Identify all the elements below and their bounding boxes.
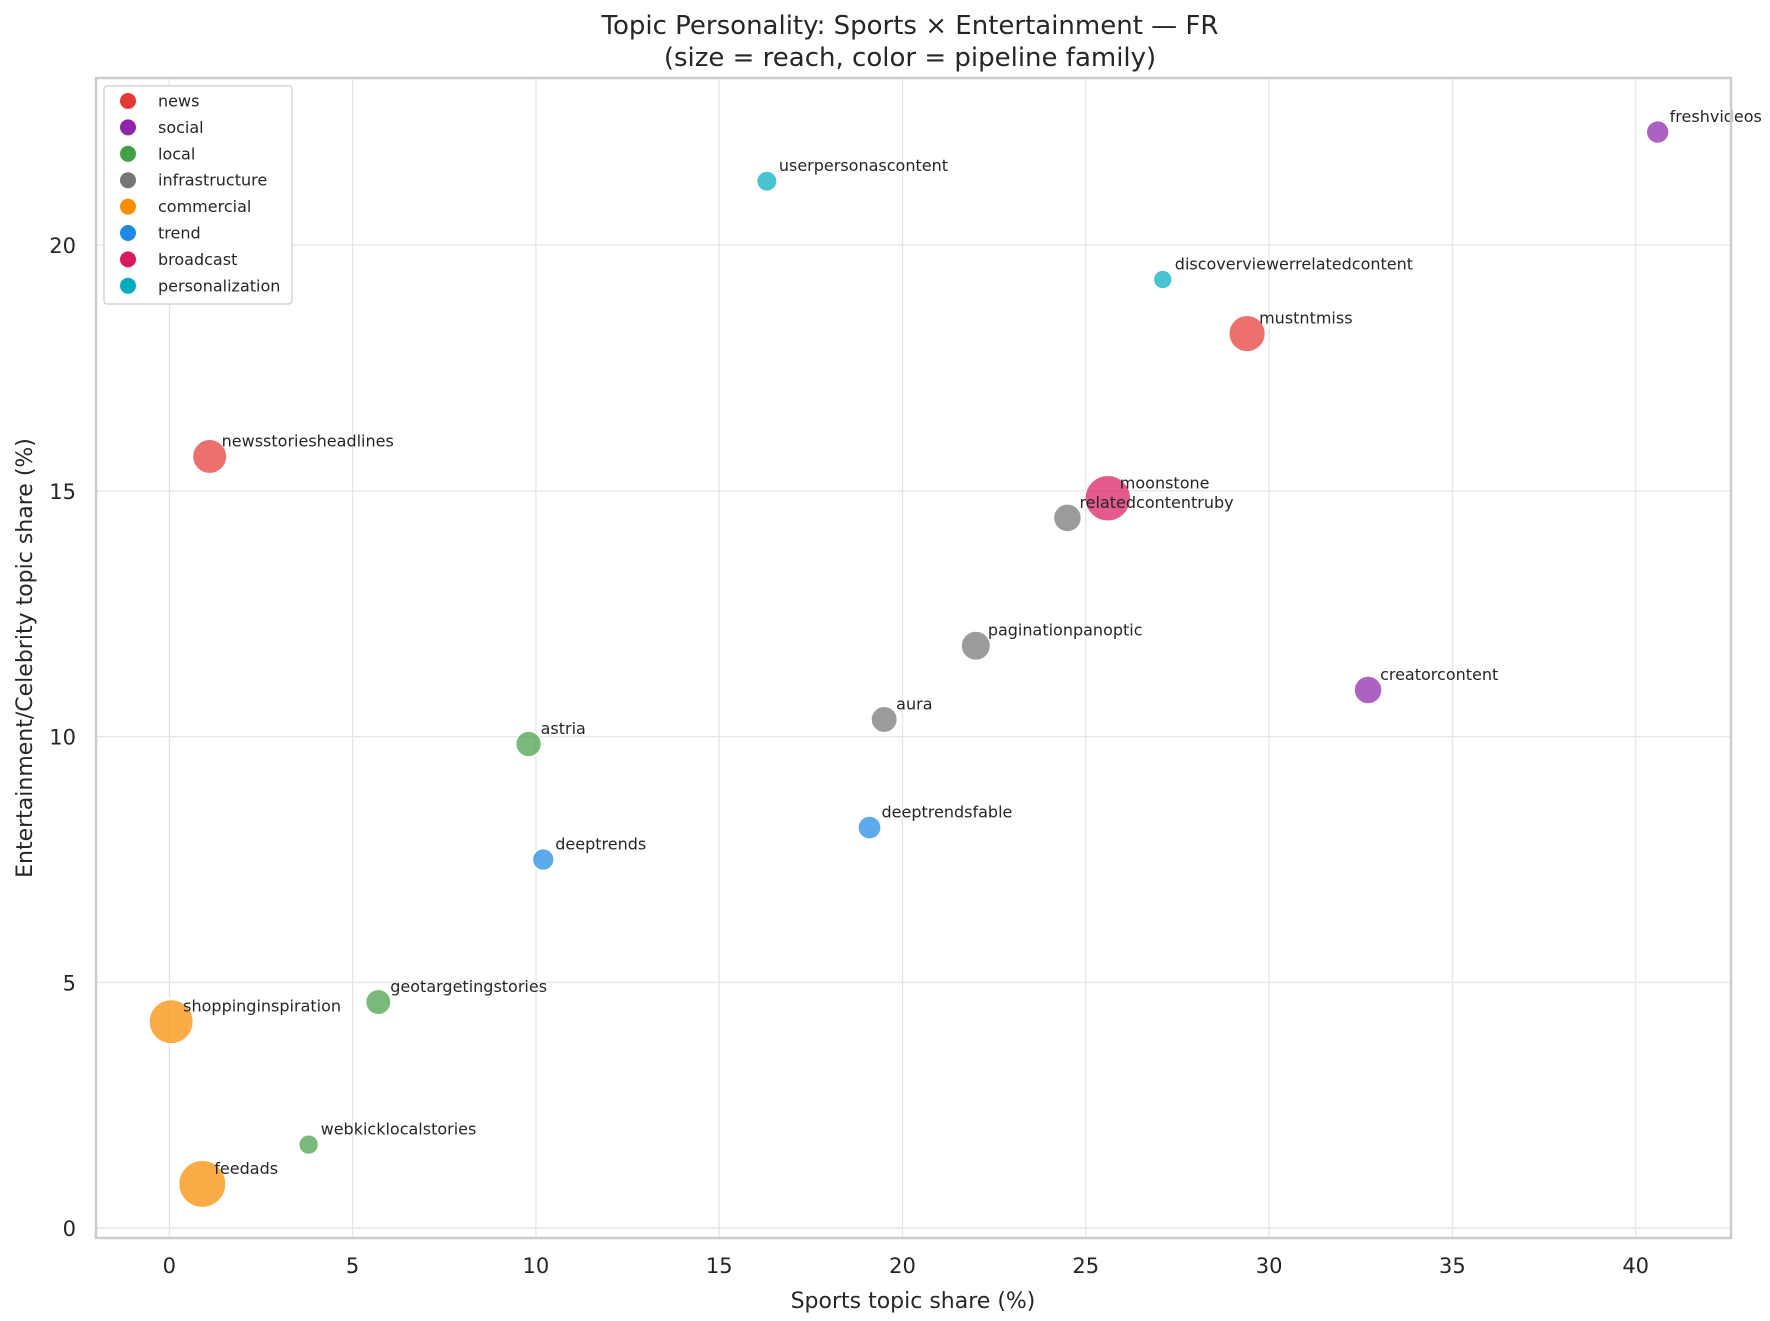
scatter-point-mustntmiss	[1228, 314, 1267, 353]
legend-marker-local	[120, 145, 136, 162]
scatter-point-creatorcontent	[1353, 675, 1383, 705]
x-axis-label: Sports topic share (%)	[791, 1289, 1036, 1314]
point-label-newsstoriesheadlines: newsstoriesheadlines	[222, 431, 394, 450]
legend-marker-personalization	[120, 277, 136, 294]
legend-marker-infrastructure	[120, 172, 136, 189]
scatter-point-astria	[514, 730, 543, 758]
x-tick-label: 35	[1439, 1254, 1466, 1278]
scatter-point-paginationpanoptic	[960, 630, 992, 662]
x-tick-label: 10	[523, 1254, 550, 1278]
legend: news social local infrastructure commercial t…	[103, 85, 293, 305]
axis-ticks: 0 5 10 15 20 25 30 35 40 0 5 10 15 20	[49, 234, 1649, 1278]
y-axis-label: Entertainment/Celebrity topic share (%)	[13, 438, 38, 878]
legend-label-social: social	[158, 118, 204, 137]
point-label-webkicklocalstories: webkicklocalstories	[321, 1120, 477, 1139]
x-tick-label: 20	[889, 1254, 916, 1278]
point-label-geotargetingstories: geotargetingstories	[390, 977, 547, 996]
point-label-deeptrendsfable: deeptrendsfable	[882, 803, 1013, 822]
y-tick-label: 20	[49, 234, 76, 258]
legend-label-commercial: commercial	[158, 197, 251, 216]
legend-label-news: news	[158, 92, 199, 111]
y-tick-label: 15	[49, 480, 76, 504]
scatter-point-relatedcontentruby	[1052, 503, 1083, 533]
point-label-paginationpanoptic: paginationpanoptic	[988, 621, 1143, 640]
scatter-point-geotargetingstories	[364, 988, 392, 1016]
x-tick-label: 40	[1622, 1254, 1649, 1278]
x-tick-label: 25	[1072, 1254, 1099, 1278]
x-tick-label: 30	[1256, 1254, 1283, 1278]
x-tick-label: 0	[163, 1254, 176, 1278]
point-label-freshvideos: freshvideos	[1670, 107, 1762, 126]
legend-label-trend: trend	[158, 224, 201, 243]
chart-title-line1: Topic Personality: Sports × Entertainmen…	[601, 11, 1219, 41]
point-label-shoppinginspiration: shoppinginspiration	[183, 997, 341, 1016]
legend-marker-broadcast	[120, 251, 136, 268]
y-tick-label: 0	[63, 1217, 76, 1241]
chart-title-line2: (size = reach, color = pipeline family)	[664, 43, 1156, 73]
scatter-point-webkicklocalstories	[297, 1133, 320, 1156]
point-label-userpersonascontent: userpersonascontent	[779, 156, 948, 175]
point-label-astria: astria	[541, 719, 586, 738]
legend-marker-social	[120, 119, 136, 136]
legend-label-personalization: personalization	[158, 276, 280, 295]
point-label-relatedcontentruby: relatedcontentruby	[1079, 493, 1233, 512]
point-label-moonstone: moonstone	[1120, 473, 1210, 492]
x-tick-label: 15	[706, 1254, 733, 1278]
legend-marker-news	[120, 93, 136, 109]
point-label-deeptrends: deeptrends	[555, 835, 646, 854]
x-tick-label: 5	[346, 1254, 359, 1278]
scatter-point-deeptrends	[531, 847, 555, 872]
plot-area-frame	[94, 76, 1733, 1240]
legend-label-broadcast: broadcast	[158, 250, 237, 269]
scatter-point-shoppinginspiration	[148, 998, 195, 1045]
y-tick-label: 5	[63, 971, 76, 995]
point-label-mustntmiss: mustntmiss	[1259, 309, 1352, 328]
scatter-point-freshvideos	[1645, 119, 1670, 145]
scatter-point-newsstoriesheadlines	[191, 438, 228, 475]
data-points	[148, 119, 1670, 1209]
scatter-point-moonstone	[1084, 474, 1132, 523]
legend-box	[103, 85, 293, 305]
legend-label-local: local	[158, 144, 195, 163]
scatter-point-deeptrendsfable	[857, 815, 882, 840]
y-tick-label: 10	[49, 726, 76, 750]
point-label-creatorcontent: creatorcontent	[1380, 665, 1498, 684]
point-labels: freshvideos userpersonascontent discovervi…	[183, 107, 1762, 1178]
point-label-feedads: feedads	[214, 1159, 278, 1178]
scatter-point-feedads	[177, 1159, 227, 1209]
scatter-point-discoverviewerrelatedcontent	[1152, 269, 1173, 290]
scatter-point-userpersonascontent	[755, 170, 778, 193]
legend-label-infrastructure: infrastructure	[158, 171, 267, 190]
point-label-aura: aura	[896, 694, 932, 713]
grid	[96, 78, 1731, 1238]
scatter-point-aura	[870, 705, 899, 734]
point-label-discoverviewerrelatedcontent: discoverviewerrelatedcontent	[1175, 255, 1413, 274]
legend-marker-trend	[120, 225, 136, 241]
legend-marker-commercial	[120, 198, 136, 215]
